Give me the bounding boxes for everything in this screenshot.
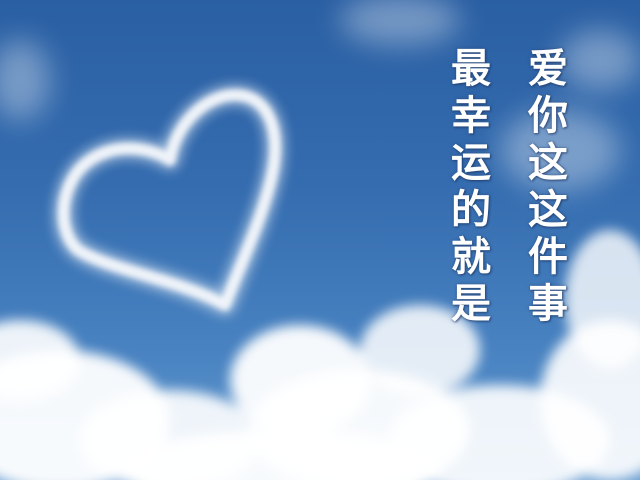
poem-column-right: 爱 你 这 这 件 事 <box>525 45 571 327</box>
poem-char: 运 <box>451 139 491 186</box>
heart-cloud <box>53 85 286 315</box>
poem-char: 就 <box>451 233 491 280</box>
poem-char: 这 <box>528 186 568 233</box>
wispy-clouds <box>0 0 640 190</box>
poem-column-left: 最 幸 运 的 就 是 <box>448 45 494 327</box>
poem-char: 是 <box>451 280 491 327</box>
poem-char: 件 <box>528 233 568 280</box>
poem-char: 事 <box>528 280 568 327</box>
poem-char: 爱 <box>528 45 568 92</box>
poem-char: 幸 <box>451 92 491 139</box>
poem-char: 这 <box>528 139 568 186</box>
cumulus-clouds <box>0 230 640 480</box>
poem-char: 的 <box>451 186 491 233</box>
poem-char: 最 <box>451 45 491 92</box>
poem-char: 你 <box>528 92 568 139</box>
